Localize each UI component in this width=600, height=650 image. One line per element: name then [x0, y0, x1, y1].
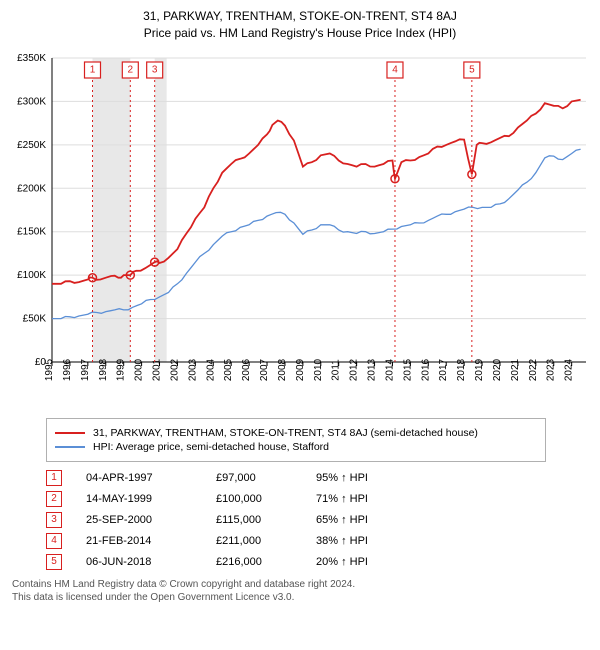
title-subtitle: Price paid vs. HM Land Registry's House … — [6, 25, 594, 42]
svg-text:5: 5 — [469, 64, 475, 75]
legend-label: HPI: Average price, semi-detached house,… — [93, 441, 329, 453]
svg-text:£350K: £350K — [17, 53, 46, 64]
sales-row: 2 14-MAY-1999£100,00071% ↑ HPI — [46, 491, 594, 507]
sales-price: £115,000 — [216, 514, 316, 526]
svg-text:£150K: £150K — [17, 226, 46, 237]
sales-price: £216,000 — [216, 556, 316, 568]
svg-text:1: 1 — [90, 64, 96, 75]
svg-text:£50K: £50K — [23, 313, 47, 324]
sales-date: 25-SEP-2000 — [86, 514, 216, 526]
sales-pct: 20% ↑ HPI — [316, 556, 416, 568]
footer-line1: Contains HM Land Registry data © Crown c… — [12, 578, 588, 592]
sales-badge: 2 — [46, 491, 62, 507]
sales-row: 1 04-APR-1997£97,00095% ↑ HPI — [46, 470, 594, 486]
sales-date: 04-APR-1997 — [86, 472, 216, 484]
sales-pct: 65% ↑ HPI — [316, 514, 416, 526]
legend-row: 31, PARKWAY, TRENTHAM, STOKE-ON-TRENT, S… — [55, 427, 537, 439]
svg-text:£250K: £250K — [17, 139, 46, 150]
legend-label: 31, PARKWAY, TRENTHAM, STOKE-ON-TRENT, S… — [93, 427, 478, 439]
svg-text:£300K: £300K — [17, 96, 46, 107]
sales-pct: 95% ↑ HPI — [316, 472, 416, 484]
svg-text:3: 3 — [152, 64, 158, 75]
sales-row: 4 21-FEB-2014£211,00038% ↑ HPI — [46, 533, 594, 549]
sales-badge: 4 — [46, 533, 62, 549]
sales-price: £211,000 — [216, 535, 316, 547]
sales-badge: 5 — [46, 554, 62, 570]
chart-container: 31, PARKWAY, TRENTHAM, STOKE-ON-TRENT, S… — [0, 0, 600, 613]
svg-text:£200K: £200K — [17, 183, 46, 194]
legend-swatch — [55, 446, 85, 448]
sales-date: 06-JUN-2018 — [86, 556, 216, 568]
chart-area: £0£50K£100K£150K£200K£250K£300K£350K1995… — [6, 48, 594, 408]
legend-swatch — [55, 432, 85, 434]
sales-price: £100,000 — [216, 493, 316, 505]
sales-date: 14-MAY-1999 — [86, 493, 216, 505]
legend: 31, PARKWAY, TRENTHAM, STOKE-ON-TRENT, S… — [46, 418, 546, 462]
sales-row: 5 06-JUN-2018£216,00020% ↑ HPI — [46, 554, 594, 570]
legend-row: HPI: Average price, semi-detached house,… — [55, 441, 537, 453]
title-address: 31, PARKWAY, TRENTHAM, STOKE-ON-TRENT, S… — [6, 8, 594, 25]
svg-text:£100K: £100K — [17, 270, 46, 281]
footer: Contains HM Land Registry data © Crown c… — [12, 578, 588, 605]
footer-line2: This data is licensed under the Open Gov… — [12, 591, 588, 605]
chart-svg: £0£50K£100K£150K£200K£250K£300K£350K1995… — [6, 48, 594, 408]
sales-table: 1 04-APR-1997£97,00095% ↑ HPI 2 14-MAY-1999… — [46, 470, 594, 570]
title-block: 31, PARKWAY, TRENTHAM, STOKE-ON-TRENT, S… — [6, 8, 594, 42]
sales-date: 21-FEB-2014 — [86, 535, 216, 547]
sales-badge: 3 — [46, 512, 62, 528]
sales-badge: 1 — [46, 470, 62, 486]
sales-pct: 38% ↑ HPI — [316, 535, 416, 547]
svg-text:4: 4 — [392, 64, 398, 75]
sales-price: £97,000 — [216, 472, 316, 484]
svg-text:2: 2 — [128, 64, 134, 75]
sales-row: 3 25-SEP-2000£115,00065% ↑ HPI — [46, 512, 594, 528]
sales-pct: 71% ↑ HPI — [316, 493, 416, 505]
